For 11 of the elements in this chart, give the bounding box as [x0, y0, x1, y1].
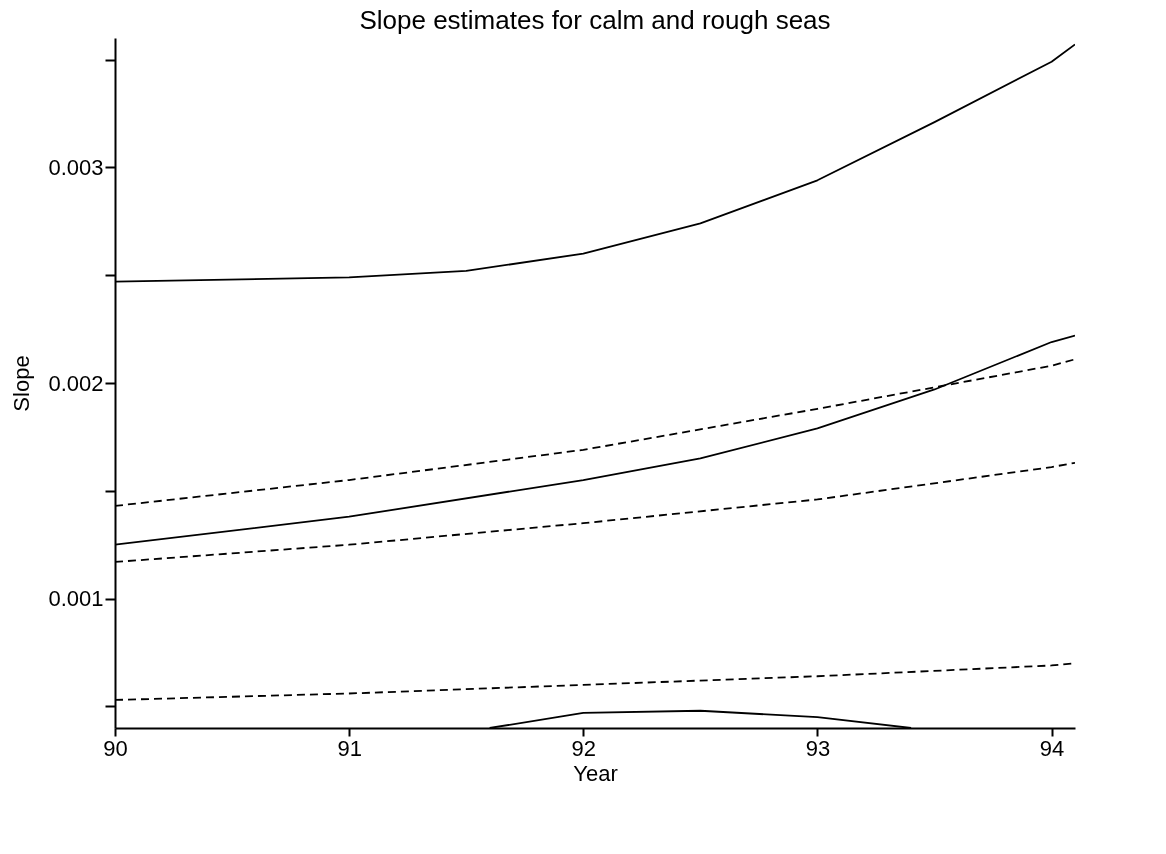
x-tick-label: 94 [1039, 735, 1065, 761]
y-axis-title: Slope [9, 355, 35, 412]
x-tick-label: 90 [103, 735, 128, 761]
y-tick-label: 0.003 [48, 154, 104, 180]
y-tick-label: 0.002 [48, 370, 104, 396]
x-tick-label: 91 [337, 735, 362, 761]
x-tick-label: 92 [571, 735, 597, 761]
chart-title: Slope estimates for calm and rough seas [359, 5, 831, 35]
x-tick-label: 93 [805, 735, 831, 761]
x-axis-title: Year [573, 760, 618, 786]
y-tick-label: 0.001 [48, 586, 104, 612]
